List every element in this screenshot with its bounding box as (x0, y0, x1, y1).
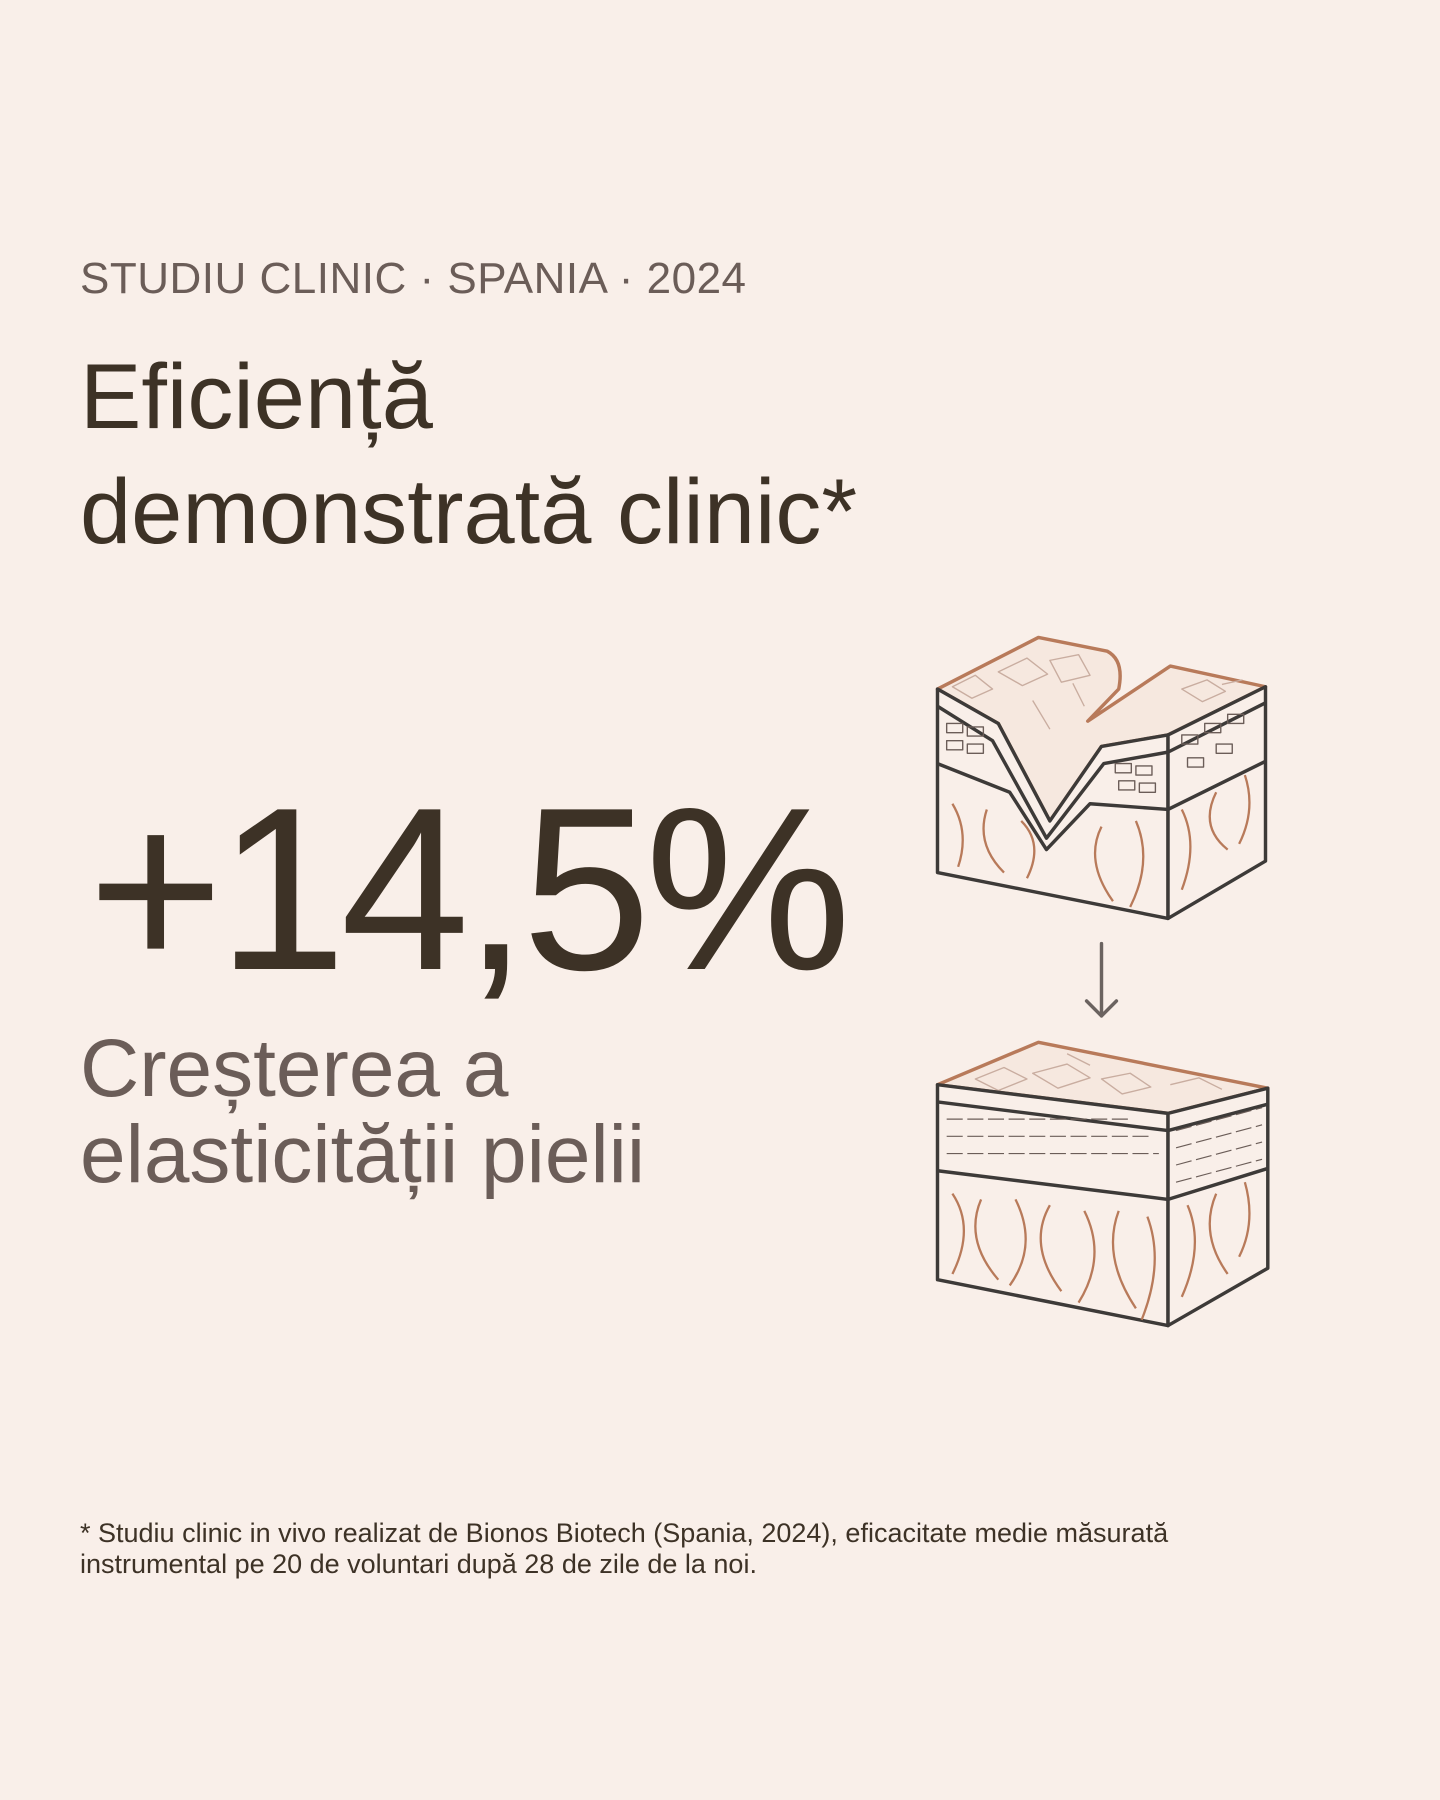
skin-illustration (935, 635, 1270, 1328)
arrow (1084, 941, 1119, 1018)
stat-value: +14,5% (88, 760, 851, 1019)
footnote: * Studiu clinic in vivo realizat de Bion… (80, 1518, 1169, 1548)
skin-wrinkled (935, 635, 1268, 921)
skin-smooth (935, 1040, 1270, 1328)
title-line: demonstrată clinic* (80, 461, 858, 563)
eyebrow: STUDIU CLINIC · SPANIA · 2024 (80, 254, 747, 303)
title-line: Eficiență (80, 346, 433, 448)
footnote: instrumental pe 20 de voluntari după 28 … (80, 1549, 757, 1579)
stat-caption: elasticității pielii (80, 1109, 646, 1200)
stat-caption: Creșterea a (80, 1023, 509, 1114)
